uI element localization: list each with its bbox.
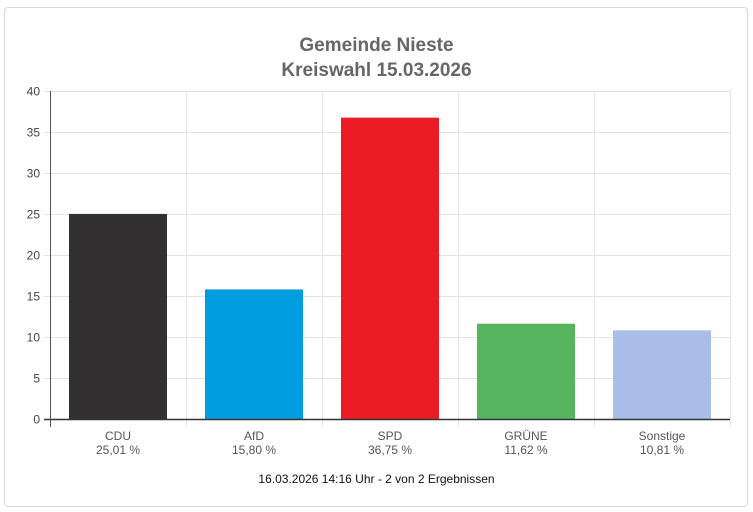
chart-title: Gemeinde Nieste Kreiswahl 15.03.2026	[0, 33, 753, 83]
x-value-label: 10,81 %	[640, 443, 684, 457]
title-line-2: Kreiswahl 15.03.2026	[281, 60, 472, 81]
x-category-label: SPD	[378, 429, 403, 443]
y-tick-label: 25	[27, 208, 41, 222]
y-tick-label: 20	[27, 249, 41, 263]
y-tick-label: 35	[27, 126, 41, 140]
x-value-label: 11,62 %	[504, 443, 547, 457]
x-value-label: 36,75 %	[368, 443, 412, 457]
y-tick-label: 0	[33, 413, 40, 427]
y-tick-label: 10	[27, 331, 41, 345]
bar-gr-ne	[477, 323, 575, 419]
y-tick-label: 15	[27, 290, 41, 304]
status-footer: 16.03.2026 14:16 Uhr - 2 von 2 Ergebniss…	[258, 472, 495, 486]
x-category-label: CDU	[105, 429, 131, 443]
x-value-label: 25,01 %	[96, 443, 140, 457]
y-axis: 0 5 10 15 20 25 30 35 40	[27, 85, 51, 427]
x-value-label: 15,80 %	[232, 443, 276, 457]
x-category-label: AfD	[244, 429, 264, 443]
title-line-1: Gemeinde Nieste	[299, 35, 454, 56]
y-tick-label: 40	[27, 85, 41, 99]
bars	[69, 117, 711, 420]
y-tick-label: 5	[33, 372, 40, 386]
x-category-label: Sonstige	[639, 429, 686, 443]
bar-sonstige	[613, 330, 711, 419]
x-category-label: GRÜNE	[504, 429, 547, 443]
bar-spd	[341, 117, 439, 420]
bar-cdu	[69, 213, 167, 419]
y-tick-label: 30	[27, 167, 41, 181]
bar-afd	[205, 289, 303, 419]
